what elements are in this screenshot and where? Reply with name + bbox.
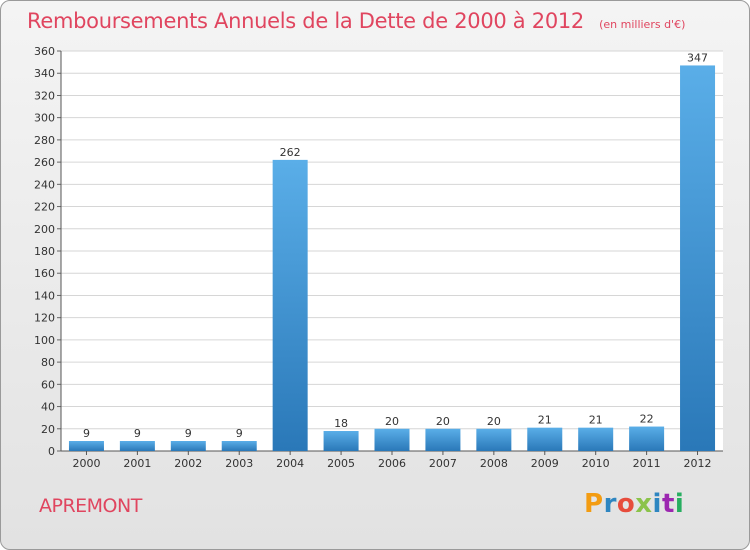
- y-tick-label: 300: [34, 112, 55, 125]
- x-tick-label: 2005: [327, 457, 355, 470]
- logo-letter: P: [584, 489, 604, 519]
- x-tick-label: 2012: [684, 457, 712, 470]
- x-tick-label: 2006: [378, 457, 406, 470]
- bar: [272, 159, 308, 451]
- data-label: 21: [589, 414, 603, 427]
- bar: [629, 426, 665, 451]
- y-tick-label: 120: [34, 312, 55, 325]
- logo-letter: t: [661, 489, 675, 519]
- y-tick-label: 280: [34, 134, 55, 147]
- bar: [170, 441, 206, 451]
- y-tick-label: 220: [34, 201, 55, 214]
- logo-letter: r: [603, 489, 617, 519]
- data-label: 20: [385, 415, 399, 428]
- bar: [476, 428, 512, 451]
- data-label: 21: [538, 414, 552, 427]
- bar: [221, 441, 257, 451]
- y-tick-label: 180: [34, 245, 55, 258]
- proxiti-logo[interactable]: Proxiti: [584, 489, 684, 519]
- x-tick-label: 2002: [174, 457, 202, 470]
- y-tick-label: 340: [34, 67, 55, 80]
- x-tick-label: 2011: [633, 457, 661, 470]
- x-tick-label: 2007: [429, 457, 457, 470]
- logo-letter: x: [635, 489, 653, 519]
- commune-name: APREMONT: [39, 495, 142, 517]
- chart-title-block: Remboursements Annuels de la Dette de 20…: [27, 9, 685, 33]
- bar: [425, 428, 461, 451]
- y-tick-label: 100: [34, 334, 55, 347]
- chart-title: Remboursements Annuels de la Dette de 20…: [27, 9, 584, 33]
- bar: [578, 427, 614, 451]
- bar: [68, 441, 104, 451]
- data-label: 9: [134, 427, 141, 440]
- logo-letter: i: [674, 489, 685, 519]
- data-label: 9: [185, 427, 192, 440]
- y-tick-label: 60: [41, 378, 55, 391]
- y-tick-label: 160: [34, 267, 55, 280]
- data-label: 9: [83, 427, 90, 440]
- y-tick-label: 80: [41, 356, 55, 369]
- x-tick-label: 2009: [531, 457, 559, 470]
- data-label: 347: [687, 51, 708, 64]
- bar: [323, 431, 359, 451]
- y-tick-label: 200: [34, 223, 55, 236]
- y-tick-label: 40: [41, 401, 55, 414]
- data-label: 22: [640, 413, 654, 426]
- data-label: 20: [436, 415, 450, 428]
- x-tick-label: 2003: [225, 457, 253, 470]
- data-label: 262: [280, 146, 301, 159]
- y-tick-label: 0: [48, 445, 55, 458]
- x-tick-label: 2008: [480, 457, 508, 470]
- bar: [374, 428, 410, 451]
- y-tick-label: 260: [34, 156, 55, 169]
- bar: [680, 65, 716, 451]
- data-label: 20: [487, 415, 501, 428]
- y-tick-label: 140: [34, 289, 55, 302]
- x-tick-label: 2001: [123, 457, 151, 470]
- logo-letter: o: [616, 489, 636, 519]
- y-tick-label: 20: [41, 423, 55, 436]
- bar: [119, 441, 155, 451]
- logo-letter: i: [652, 489, 662, 519]
- y-tick-label: 240: [34, 178, 55, 191]
- y-tick-label: 360: [34, 45, 55, 58]
- data-label: 9: [236, 427, 243, 440]
- chart-subtitle: (en milliers d'€): [599, 18, 686, 31]
- x-tick-label: 2000: [72, 457, 100, 470]
- x-tick-label: 2004: [276, 457, 304, 470]
- x-tick-label: 2010: [582, 457, 610, 470]
- data-label: 18: [334, 417, 348, 430]
- bar: [527, 427, 563, 451]
- y-tick-label: 320: [34, 89, 55, 102]
